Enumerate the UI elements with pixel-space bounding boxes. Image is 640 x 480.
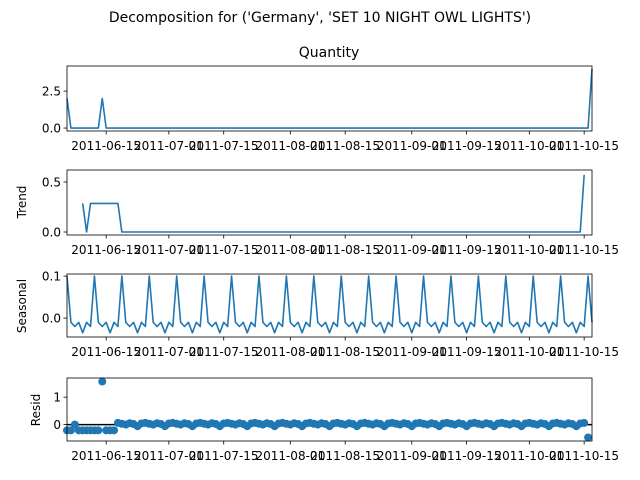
resid-point <box>98 377 107 386</box>
resid-panel: 012011-06-152011-07-012011-07-152011-08-… <box>53 377 619 463</box>
resid-point <box>66 426 75 435</box>
trend-xtick-label: 2011-09-01 <box>377 243 447 257</box>
observed-xtick-label: 2011-06-15 <box>71 139 141 153</box>
observed-panel-title: Quantity <box>299 45 360 61</box>
resid-xtick-label: 2011-07-01 <box>134 449 204 463</box>
observed-panel: 0.02.52011-06-152011-07-012011-07-152011… <box>42 65 619 153</box>
resid-axes-frame <box>66 377 593 442</box>
trend-xtick-label: 2011-08-15 <box>310 243 380 257</box>
seasonal-axes-frame <box>66 273 593 338</box>
observed-xtick-label: 2011-08-01 <box>255 139 325 153</box>
observed-ytick-label: 0.0 <box>42 122 61 136</box>
resid-point <box>70 420 79 429</box>
observed-xtick-label: 2011-10-01 <box>494 139 564 153</box>
resid-xtick-label: 2011-08-15 <box>310 449 380 463</box>
resid-ytick-label: 0 <box>53 418 61 432</box>
trend-xtick-label: 2011-07-01 <box>134 243 204 257</box>
observed-xtick-label: 2011-09-15 <box>432 139 502 153</box>
observed-xtick-label: 2011-09-01 <box>377 139 447 153</box>
trend-xtick-label: 2011-10-15 <box>549 243 619 257</box>
seasonal-xtick-label: 2011-09-01 <box>377 345 447 359</box>
observed-xtick-label: 2011-07-01 <box>134 139 204 153</box>
resid-point <box>580 418 589 427</box>
observed-axes-frame <box>66 65 593 132</box>
resid-xtick-label: 2011-10-01 <box>494 449 564 463</box>
resid-xtick-label: 2011-06-15 <box>71 449 141 463</box>
observed-line <box>66 68 593 129</box>
seasonal-xtick-label: 2011-10-15 <box>549 345 619 359</box>
observed-xtick-label: 2011-07-15 <box>189 139 259 153</box>
trend-ytick-label: 0.0 <box>42 226 61 240</box>
resid-ylabel: Resid <box>29 394 43 426</box>
trend-xtick-label: 2011-10-01 <box>494 243 564 257</box>
trend-xtick-label: 2011-08-01 <box>255 243 325 257</box>
seasonal-panel: 0.00.12011-06-152011-07-012011-07-152011… <box>42 270 619 359</box>
resid-ytick-label: 1 <box>53 391 61 405</box>
seasonal-xtick-label: 2011-10-01 <box>494 345 564 359</box>
seasonal-line <box>66 275 593 334</box>
seasonal-ylabel: Seasonal <box>15 279 29 333</box>
resid-point <box>110 426 119 435</box>
trend-axes-frame <box>66 169 593 236</box>
seasonal-xtick-label: 2011-08-15 <box>310 345 380 359</box>
resid-point <box>584 433 593 442</box>
resid-xtick-label: 2011-08-01 <box>255 449 325 463</box>
observed-xtick-label: 2011-10-15 <box>549 139 619 153</box>
figure-title: Decomposition for ('Germany', 'SET 10 NI… <box>109 10 531 26</box>
trend-ytick-label: 0.5 <box>42 176 61 190</box>
resid-xtick-label: 2011-09-15 <box>432 449 502 463</box>
trend-line <box>81 174 585 233</box>
resid-xtick-label: 2011-07-15 <box>189 449 259 463</box>
seasonal-xtick-label: 2011-07-01 <box>134 345 204 359</box>
seasonal-xtick-label: 2011-08-01 <box>255 345 325 359</box>
resid-xtick-label: 2011-09-01 <box>377 449 447 463</box>
seasonal-xtick-label: 2011-07-15 <box>189 345 259 359</box>
trend-xtick-label: 2011-07-15 <box>189 243 259 257</box>
trend-ylabel: Trend <box>15 186 29 220</box>
seasonal-xtick-label: 2011-06-15 <box>71 345 141 359</box>
resid-point <box>94 426 103 435</box>
trend-xtick-label: 2011-06-15 <box>71 243 141 257</box>
seasonal-ytick-label: 0.1 <box>42 270 61 284</box>
observed-ytick-label: 2.5 <box>42 85 61 99</box>
trend-panel: 0.00.52011-06-152011-07-012011-07-152011… <box>42 169 619 257</box>
observed-xtick-label: 2011-08-15 <box>310 139 380 153</box>
resid-xtick-label: 2011-10-15 <box>549 449 619 463</box>
trend-xtick-label: 2011-09-15 <box>432 243 502 257</box>
seasonal-ytick-label: 0.0 <box>42 312 61 326</box>
seasonal-xtick-label: 2011-09-15 <box>432 345 502 359</box>
